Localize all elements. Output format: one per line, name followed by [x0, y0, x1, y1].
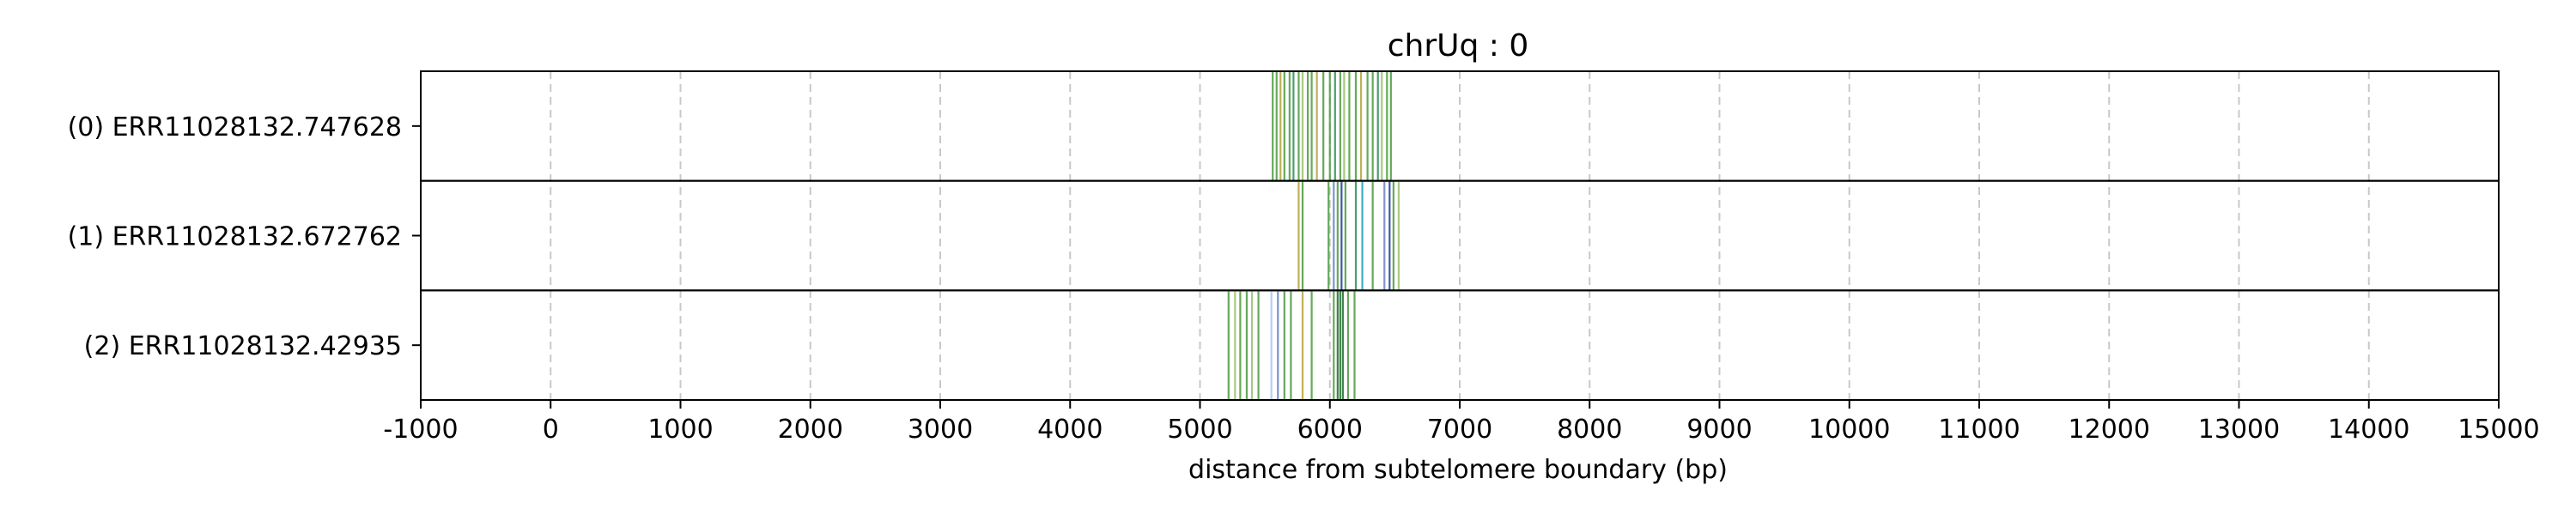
- row-1-label: (1) ERR11028132.672762: [68, 222, 402, 252]
- x-tick-label: 10000: [1808, 415, 1890, 445]
- x-axis: -1000 0 1000 2000 3000 4000 5000 6000 7000 8000 90…: [383, 400, 2540, 445]
- x-tick-label: 4000: [1037, 415, 1103, 445]
- x-tick-label: 14000: [2328, 415, 2409, 445]
- x-tick-label: 7000: [1427, 415, 1492, 445]
- chart-title: chrUq : 0: [1388, 28, 1529, 64]
- x-tick-label: 5000: [1167, 415, 1232, 445]
- x-grid: [420, 71, 2500, 400]
- x-tick-label: 6000: [1297, 415, 1363, 445]
- x-tick-label: 8000: [1557, 415, 1622, 445]
- x-tick-label: 0: [543, 415, 559, 445]
- x-tick-label: 2000: [778, 415, 843, 445]
- row-2: (2) ERR11028132.42935: [84, 289, 2500, 402]
- x-tick-label: 1000: [647, 415, 713, 445]
- x-tick-label: -1000: [383, 415, 458, 445]
- x-axis-label: distance from subtelomere boundary (bp): [1188, 455, 1728, 485]
- x-tick-label: 12000: [2069, 415, 2150, 445]
- row-1-frame: [420, 179, 2500, 292]
- row-0-label: (0) ERR11028132.747628: [68, 112, 402, 142]
- x-tick-label: 3000: [908, 415, 973, 445]
- row-1: (1) ERR11028132.672762: [68, 179, 2500, 292]
- rows: (0) ERR11028132.747628 (1) ERR11028132.67…: [68, 70, 2500, 402]
- x-tick-label: 13000: [2198, 415, 2280, 445]
- row-0: (0) ERR11028132.747628: [68, 70, 2500, 182]
- x-tick-label: 15000: [2458, 415, 2539, 445]
- x-tick-label: 9000: [1686, 415, 1752, 445]
- x-tick-label: 11000: [1938, 415, 2020, 445]
- row-2-label: (2) ERR11028132.42935: [84, 331, 402, 361]
